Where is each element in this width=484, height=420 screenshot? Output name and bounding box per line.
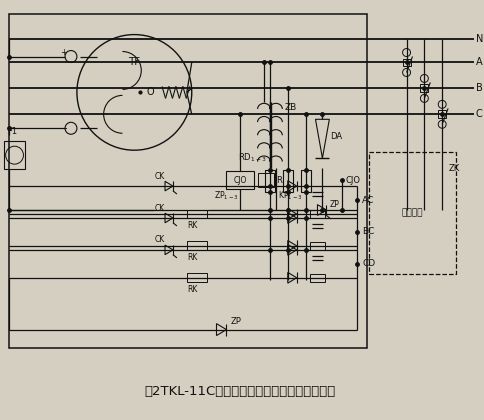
Bar — [186, 210, 206, 218]
Text: RK: RK — [186, 253, 197, 262]
Text: -: - — [63, 123, 67, 133]
Bar — [309, 210, 325, 218]
Bar — [300, 170, 310, 192]
Text: KP$_{1-3}$: KP$_{1-3}$ — [277, 190, 302, 202]
Text: ZP$_{1-3}$: ZP$_{1-3}$ — [213, 190, 238, 202]
Text: O: O — [146, 87, 153, 97]
Bar — [257, 173, 273, 187]
Text: CJO: CJO — [345, 176, 360, 185]
Text: CK: CK — [155, 172, 165, 181]
Bar — [438, 110, 445, 118]
Bar — [282, 170, 292, 192]
Text: CK: CK — [155, 235, 165, 244]
Text: DA: DA — [330, 132, 342, 141]
Text: R: R — [275, 176, 281, 185]
Text: CJO: CJO — [233, 176, 246, 185]
Text: CD: CD — [361, 259, 374, 268]
Bar — [309, 242, 325, 250]
Bar — [186, 241, 206, 250]
Text: AC: AC — [361, 196, 374, 205]
Bar — [4, 141, 25, 169]
Text: ZP: ZP — [329, 200, 338, 208]
Bar — [368, 152, 455, 274]
Text: F1: F1 — [7, 127, 17, 136]
Text: BC: BC — [361, 227, 374, 236]
Bar — [402, 58, 409, 66]
Text: C: C — [475, 109, 482, 119]
Bar — [420, 84, 427, 92]
Text: TF: TF — [128, 58, 140, 68]
Text: ZB: ZB — [284, 103, 296, 112]
Text: N: N — [475, 34, 482, 44]
Bar — [186, 273, 206, 282]
Text: CK: CK — [155, 204, 165, 213]
Text: RK: RK — [186, 221, 197, 231]
Text: RD$_{1-3}$: RD$_{1-3}$ — [238, 152, 266, 164]
Text: A: A — [475, 58, 482, 68]
Text: RK: RK — [186, 285, 197, 294]
Bar — [9, 14, 366, 347]
Bar — [226, 171, 254, 189]
Text: ZK: ZK — [447, 164, 458, 173]
Bar — [309, 274, 325, 282]
Text: ZP: ZP — [230, 317, 241, 326]
Text: 控制回路: 控制回路 — [401, 208, 423, 218]
Bar — [264, 170, 274, 192]
Text: 图2TKL-11C发电机套用机端整流变压器原理图: 图2TKL-11C发电机套用机端整流变压器原理图 — [144, 385, 335, 398]
Text: +: + — [60, 47, 67, 57]
Text: B: B — [475, 84, 482, 93]
